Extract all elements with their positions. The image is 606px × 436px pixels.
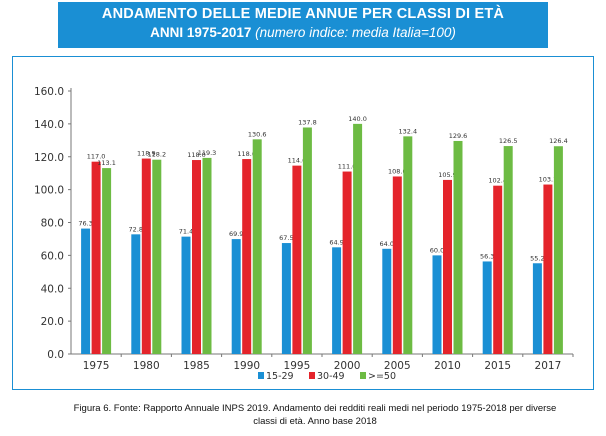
bar-1529-1995 [281, 243, 291, 354]
bar-50-2000 [353, 123, 363, 354]
bar-50-1990 [252, 139, 262, 354]
chart-years: ANNI 1975-2017 [150, 25, 252, 40]
bar-3049-1980 [141, 158, 151, 354]
data-label: 119.3 [198, 149, 217, 157]
y-tick-label: 80.0 [41, 218, 64, 230]
data-label: 67.5 [279, 234, 293, 242]
bar-1529-1985 [181, 236, 191, 354]
legend-swatch [258, 372, 264, 379]
bar-3049-1995 [292, 165, 302, 354]
bar-50-2015 [503, 146, 513, 354]
y-tick-label: 140.0 [34, 119, 64, 131]
data-label: 118.0 [187, 151, 206, 159]
legend-label: >=50 [368, 371, 396, 382]
bar-50-2017 [553, 146, 563, 354]
x-tick-label: 2010 [434, 360, 461, 372]
y-tick-label: 160.0 [34, 86, 64, 98]
bar-3049-1985 [192, 160, 201, 354]
data-label: 72.8 [129, 225, 143, 233]
bar-50-1975 [102, 168, 112, 354]
data-label: 118.9 [137, 150, 156, 158]
bar-1529-2005 [382, 248, 392, 354]
chart-subtitle-line: ANNI 1975-2017 (numero indice: media Ita… [58, 23, 548, 43]
data-label: 71.4 [179, 228, 193, 236]
data-label: 105.9 [438, 171, 457, 179]
data-label: 137.8 [298, 118, 317, 126]
chart-header: ANDAMENTO DELLE MEDIE ANNUE PER CLASSI D… [58, 2, 548, 48]
x-tick-label: 2017 [535, 360, 562, 372]
data-label: 103.1 [539, 176, 558, 184]
bar-50-2005 [403, 136, 413, 354]
x-tick-label: 2015 [484, 360, 511, 372]
data-label: 56.3 [480, 252, 494, 260]
bar-3049-2005 [392, 176, 402, 354]
x-tick-label: 1995 [284, 360, 311, 372]
data-label: 76.3 [78, 220, 92, 228]
data-label: 113.1 [97, 159, 116, 167]
y-tick-label: 0.0 [47, 349, 64, 361]
data-label: 111.0 [338, 163, 357, 171]
bar-3049-2000 [342, 171, 352, 354]
y-tick-label: 40.0 [41, 283, 64, 295]
x-tick-label: 1980 [133, 360, 160, 372]
bar-1529-1980 [131, 234, 141, 354]
bar-50-1985 [202, 157, 212, 354]
bar-3049-2015 [493, 185, 503, 354]
data-label: 130.6 [248, 130, 267, 138]
chart-frame: 0.0 20.0 40.0 60.0 80.0 100.0 120.0 140.0 160.0 7… [12, 56, 594, 390]
figure-caption: Figura 6. Fonte: Rapporto Annuale INPS 2… [30, 402, 600, 428]
data-label: 114.6 [288, 157, 307, 165]
y-tick-label: 100.0 [34, 185, 64, 197]
data-label: 64.9 [329, 238, 343, 246]
x-tick-label: 1985 [183, 360, 210, 372]
data-label: 64.0 [380, 240, 394, 248]
bar-1529-2015 [482, 261, 492, 354]
bar-50-1995 [302, 127, 312, 355]
data-label: 69.9 [229, 230, 243, 238]
data-label: 132.4 [398, 127, 417, 135]
data-label: 126.4 [549, 137, 568, 145]
bar-1529-2000 [332, 247, 342, 354]
x-tick-label: 1975 [83, 360, 110, 372]
x-tick-label: 2005 [384, 360, 411, 372]
data-label: 118.2 [147, 151, 166, 159]
legend-swatch [360, 372, 366, 379]
bar-50-2010 [453, 140, 463, 354]
caption-line-2: classi di età. Anno base 2018 [253, 416, 377, 427]
data-label: 117.0 [87, 153, 106, 161]
bar-50-1980 [152, 159, 162, 354]
data-label: 60.0 [430, 246, 444, 254]
bar-1529-2010 [432, 255, 442, 354]
data-label: 108.0 [388, 167, 407, 175]
data-label: 55.2 [530, 254, 544, 262]
bar-1529-1975 [81, 228, 91, 354]
bar-1529-2017 [532, 263, 542, 354]
bar-chart: 0.0 20.0 40.0 60.0 80.0 100.0 120.0 140.0 160.0 7… [34, 86, 574, 382]
chart-title: ANDAMENTO DELLE MEDIE ANNUE PER CLASSI D… [101, 6, 505, 22]
x-tick-label: 1990 [233, 360, 260, 372]
legend-label: 30-49 [317, 371, 345, 382]
caption-line-1: Figura 6. Fonte: Rapporto Annuale INPS 2… [73, 403, 557, 414]
bar-3049-2010 [443, 179, 452, 354]
data-label: 126.5 [499, 137, 518, 145]
legend-swatch [309, 372, 315, 379]
data-label: 102.4 [488, 177, 507, 185]
y-tick-label: 60.0 [41, 250, 64, 262]
data-label: 140.0 [348, 115, 367, 123]
bar-3049-1990 [242, 159, 252, 354]
bar-1529-1990 [231, 239, 241, 354]
data-label: 129.6 [449, 132, 468, 140]
bar-3049-1975 [91, 161, 101, 354]
legend-label: 15-29 [266, 371, 294, 382]
data-label: 118.6 [237, 150, 256, 158]
bar-3049-2017 [543, 184, 553, 354]
x-tick-label: 2000 [334, 360, 361, 372]
chart-subtitle: (numero indice: media Italia=100) [255, 25, 456, 40]
y-tick-label: 20.0 [41, 316, 64, 328]
y-tick-label: 120.0 [34, 152, 64, 164]
